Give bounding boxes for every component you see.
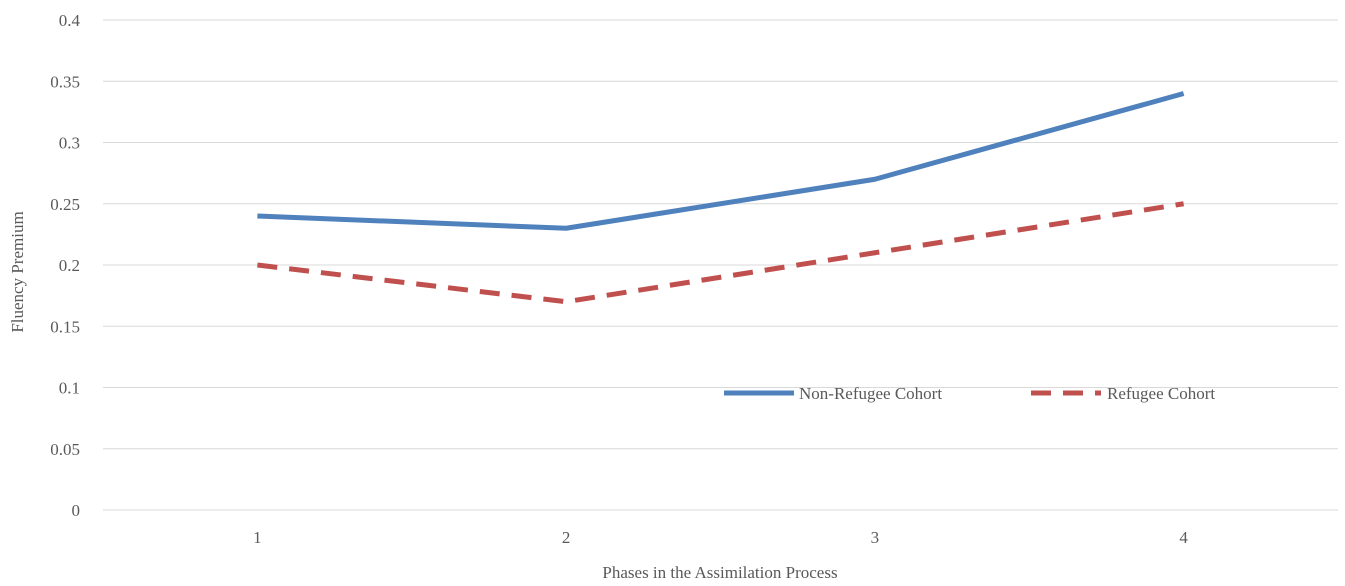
y-tick-label: 0.4 [59, 11, 81, 30]
x-tick-label: 2 [562, 528, 571, 547]
y-tick-label: 0 [72, 501, 81, 520]
y-tick-label: 0.25 [50, 195, 80, 214]
y-tick-label: 0.15 [50, 317, 80, 336]
gridlines [103, 19, 1338, 511]
x-tick-label: 3 [871, 528, 880, 547]
x-axis-title: Phases in the Assimilation Process [602, 563, 837, 582]
y-axis-title: Fluency Premium [8, 211, 27, 332]
y-tick-label: 0.1 [59, 379, 80, 398]
x-tick-label: 1 [253, 528, 262, 547]
legend: Non-Refugee Cohort Refugee Cohort [724, 384, 1215, 403]
y-tick-label: 0.3 [59, 134, 80, 153]
series-line-non-refugee [257, 91, 1185, 231]
x-axis-ticks: 1 2 3 4 [253, 528, 1188, 547]
x-tick-label: 4 [1179, 528, 1188, 547]
series-lines [257, 91, 1185, 305]
legend-label: Non-Refugee Cohort [799, 384, 942, 403]
y-tick-label: 0.2 [59, 256, 80, 275]
series-line-refugee [257, 201, 1185, 305]
y-tick-label: 0.05 [50, 440, 80, 459]
y-axis-ticks: 0 0.05 0.1 0.15 0.2 0.25 0.3 0.35 0.4 [50, 11, 80, 520]
y-tick-label: 0.35 [50, 72, 80, 91]
legend-label: Refugee Cohort [1107, 384, 1215, 403]
